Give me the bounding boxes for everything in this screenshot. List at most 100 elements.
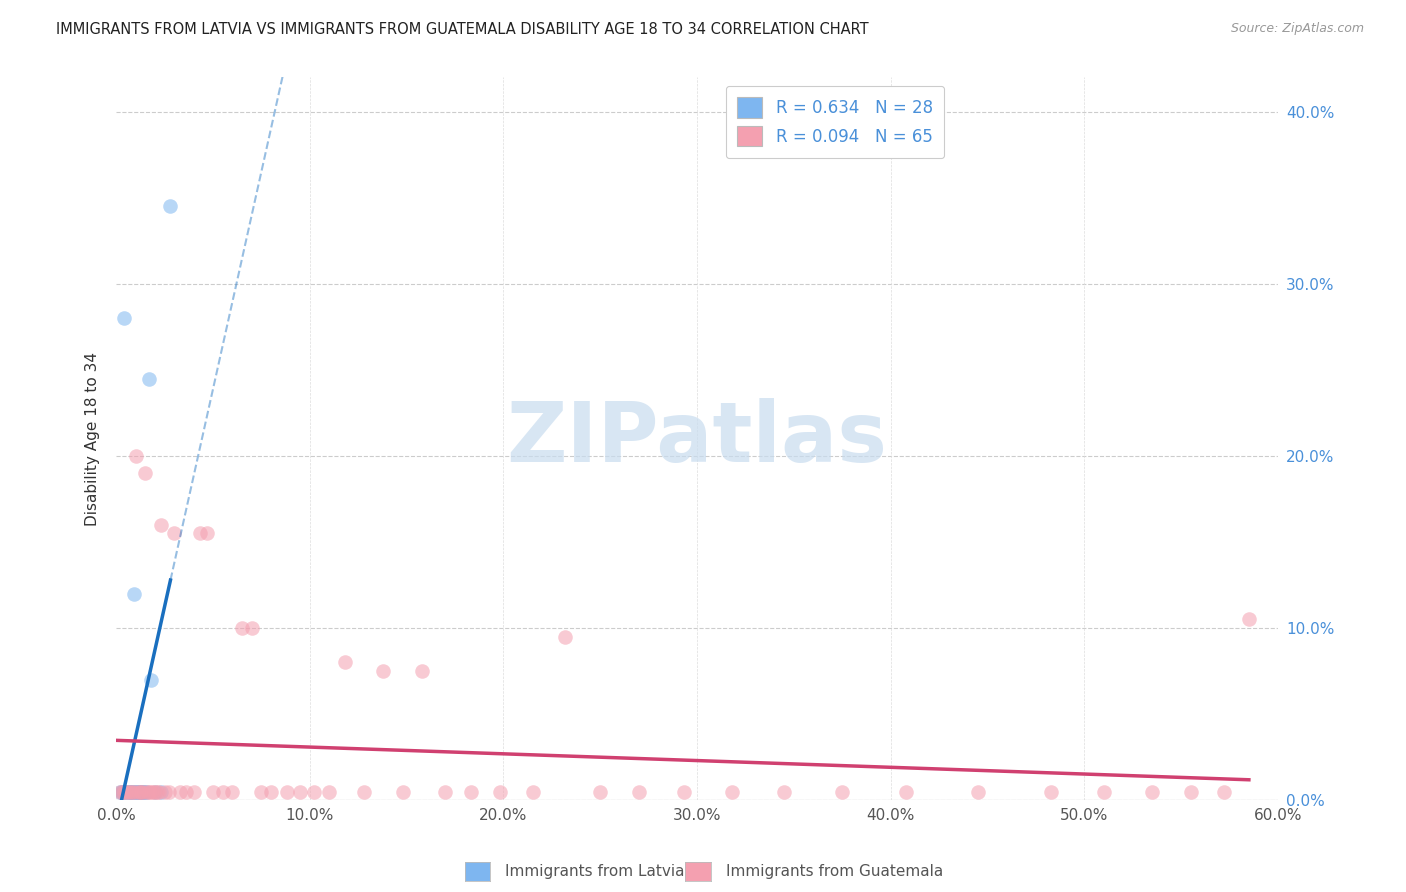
Text: IMMIGRANTS FROM LATVIA VS IMMIGRANTS FROM GUATEMALA DISABILITY AGE 18 TO 34 CORR: IMMIGRANTS FROM LATVIA VS IMMIGRANTS FRO… <box>56 22 869 37</box>
Point <box>117 784 139 798</box>
Point <box>111 784 134 798</box>
Point <box>131 784 153 798</box>
Point <box>132 784 155 798</box>
Point <box>139 673 162 687</box>
Point <box>1237 612 1260 626</box>
Point <box>202 784 225 798</box>
Point <box>522 784 544 798</box>
Point <box>460 784 482 798</box>
Point <box>112 311 135 326</box>
Point <box>124 784 146 798</box>
Point <box>128 784 150 798</box>
Point <box>195 526 218 541</box>
Point <box>831 784 853 798</box>
Point <box>132 784 155 798</box>
Point <box>121 784 143 798</box>
Point <box>1140 784 1163 798</box>
Text: Immigrants from Guatemala: Immigrants from Guatemala <box>725 864 943 879</box>
Point <box>373 664 395 678</box>
Point <box>108 784 131 798</box>
Point <box>122 784 145 798</box>
Point <box>231 621 253 635</box>
Point <box>122 587 145 601</box>
Point <box>411 664 433 678</box>
Point <box>353 784 375 798</box>
Point <box>290 784 312 798</box>
Point <box>302 784 325 798</box>
Point <box>146 784 169 798</box>
Point <box>488 784 510 798</box>
Point <box>118 784 141 798</box>
Point <box>121 784 143 798</box>
Point <box>143 784 166 798</box>
Point <box>138 371 160 385</box>
Point <box>211 784 233 798</box>
Point <box>966 784 988 798</box>
Text: Immigrants from Latvia: Immigrants from Latvia <box>505 864 685 879</box>
Point <box>149 517 172 532</box>
Point <box>118 784 141 798</box>
Point <box>159 199 181 213</box>
Point <box>434 784 457 798</box>
Point <box>318 784 340 798</box>
Point <box>148 784 170 798</box>
Point <box>127 784 149 798</box>
Point <box>240 621 263 635</box>
Point <box>136 784 159 798</box>
Point <box>134 467 156 481</box>
Point <box>128 784 150 798</box>
Point <box>260 784 283 798</box>
Point <box>1092 784 1115 798</box>
Point <box>132 784 155 798</box>
Point <box>589 784 612 798</box>
Point <box>118 784 141 798</box>
Point <box>153 784 176 798</box>
Point <box>139 784 162 798</box>
Point <box>188 526 211 541</box>
Point <box>157 784 180 798</box>
Point <box>149 784 172 798</box>
Point <box>127 784 149 798</box>
Point <box>276 784 298 798</box>
Text: ZIPatlas: ZIPatlas <box>506 399 887 479</box>
Point <box>112 784 135 798</box>
Point <box>124 449 146 463</box>
Point <box>128 784 150 798</box>
Point <box>773 784 796 798</box>
Point <box>134 784 156 798</box>
Point <box>143 784 166 798</box>
Point <box>112 784 135 798</box>
Point <box>117 784 139 798</box>
Point <box>721 784 744 798</box>
Point <box>183 784 205 798</box>
Y-axis label: Disability Age 18 to 34: Disability Age 18 to 34 <box>86 351 100 525</box>
Point <box>136 784 159 798</box>
Legend: R = 0.634   N = 28, R = 0.094   N = 65: R = 0.634 N = 28, R = 0.094 N = 65 <box>725 86 945 158</box>
Point <box>627 784 650 798</box>
Point <box>896 784 918 798</box>
Point <box>121 784 143 798</box>
Point <box>391 784 413 798</box>
Point <box>122 784 145 798</box>
Point <box>333 656 356 670</box>
Point <box>115 784 138 798</box>
Point <box>174 784 197 798</box>
Point <box>142 784 165 798</box>
Point <box>221 784 243 798</box>
Point <box>138 784 160 798</box>
Point <box>131 784 153 798</box>
Point <box>1212 784 1234 798</box>
Point <box>672 784 695 798</box>
Point <box>1040 784 1063 798</box>
Point <box>111 784 134 798</box>
Point <box>554 630 576 644</box>
Point <box>169 784 191 798</box>
Point <box>163 526 186 541</box>
Text: Source: ZipAtlas.com: Source: ZipAtlas.com <box>1230 22 1364 36</box>
Point <box>108 784 131 798</box>
Point <box>1180 784 1202 798</box>
Point <box>124 784 146 798</box>
Point <box>250 784 273 798</box>
Point <box>115 784 138 798</box>
Point <box>111 784 134 798</box>
